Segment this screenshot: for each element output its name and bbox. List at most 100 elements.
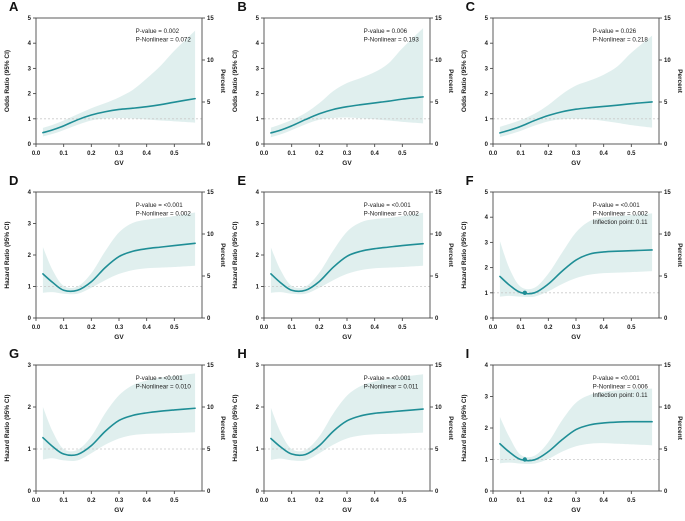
x-tick-label: 0.3 bbox=[115, 325, 124, 331]
y-axis-title: Odds Ratio (95% CI) bbox=[461, 50, 468, 112]
y-tick-label: 5 bbox=[484, 16, 488, 22]
x-tick-label: 0.0 bbox=[488, 498, 497, 504]
y-tick-label: 1 bbox=[484, 290, 488, 296]
x-tick-label: 0.5 bbox=[627, 325, 636, 331]
x-tick-label: 0.2 bbox=[87, 325, 96, 331]
annotation-line: P-value = <0.001 bbox=[136, 375, 184, 382]
ci-band bbox=[499, 213, 652, 297]
annotation-line: P-Nonlinear = 0.010 bbox=[136, 384, 192, 391]
y-axis-title: Hazard Ratio (95% CI) bbox=[461, 395, 468, 462]
x-tick-label: 0.0 bbox=[260, 498, 269, 504]
x-tick-label: 0.2 bbox=[544, 325, 553, 331]
y2-tick-label: 15 bbox=[435, 363, 442, 369]
x-axis-title: GV bbox=[343, 334, 353, 341]
y-tick-label: 0 bbox=[484, 316, 488, 322]
x-tick-label: 0.4 bbox=[371, 325, 380, 331]
x-tick-label: 0.4 bbox=[371, 498, 380, 504]
x-tick-label: 0.2 bbox=[315, 151, 324, 157]
y2-tick-label: 10 bbox=[207, 58, 214, 64]
panel-C: C 0 1 2 3 4 5 0 5 10 15 0.0 0.1 0.2 0.3 0.4 0.5 Odds Rati… bbox=[457, 0, 685, 174]
x-tick-label: 0.1 bbox=[288, 151, 297, 157]
trend-line bbox=[270, 242, 425, 292]
y2-tick-label: 0 bbox=[435, 489, 439, 495]
y-tick-label: 4 bbox=[28, 190, 32, 196]
y2-tick-label: 0 bbox=[207, 489, 211, 495]
panel-E: E 0 1 2 3 4 0 5 10 15 0.0 0.1 0.2 0.3 0.4 0.5 Hazard Rat… bbox=[228, 174, 456, 348]
trend-line bbox=[270, 408, 425, 457]
annotation-line: P-value = 0.006 bbox=[364, 28, 408, 35]
y2-tick-label: 10 bbox=[664, 58, 671, 64]
x-axis-title: GV bbox=[114, 507, 124, 514]
y-tick-label: 3 bbox=[256, 66, 260, 72]
panel-letter-C: C bbox=[465, 0, 476, 14]
y-tick-label: 3 bbox=[28, 363, 32, 369]
y-tick-label: 3 bbox=[28, 221, 32, 227]
y-axis-title: Hazard Ratio (95% CI) bbox=[232, 221, 239, 288]
panel-letter-B: B bbox=[237, 0, 247, 14]
trend-line bbox=[498, 101, 653, 134]
y-tick-label: 4 bbox=[256, 41, 260, 47]
y2-axis-title: Percent bbox=[447, 416, 454, 441]
y2-axis-title: Percent bbox=[676, 69, 683, 94]
y2-tick-label: 10 bbox=[664, 232, 671, 238]
y-tick-label: 1 bbox=[484, 458, 488, 464]
panel-H: H 0 1 2 3 0 5 10 15 0.0 0.1 0.2 0.3 0.4 0.5 Hazard Rati… bbox=[228, 347, 456, 521]
y-tick-label: 2 bbox=[256, 92, 260, 98]
ci-band bbox=[271, 28, 424, 138]
inflection-point-marker bbox=[522, 290, 527, 295]
y-tick-label: 1 bbox=[256, 284, 260, 290]
y2-tick-label: 15 bbox=[207, 190, 214, 196]
panel-letter-G: G bbox=[9, 346, 20, 362]
y-tick-label: 2 bbox=[484, 92, 488, 98]
x-axis-title: GV bbox=[571, 507, 581, 514]
y2-tick-label: 5 bbox=[207, 447, 211, 453]
y2-tick-label: 15 bbox=[664, 190, 671, 196]
x-tick-label: 0.5 bbox=[398, 498, 407, 504]
panel-letter-H: H bbox=[237, 346, 247, 362]
x-tick-label: 0.0 bbox=[32, 325, 41, 331]
y-tick-label: 4 bbox=[484, 363, 488, 369]
x-tick-label: 0.5 bbox=[398, 325, 407, 331]
ci-band bbox=[42, 30, 196, 137]
plot-svg-H: 0 1 2 3 0 5 10 15 0.0 0.1 0.2 0.3 0.4 0.5 Hazard Ratio… bbox=[232, 363, 454, 514]
y2-tick-label: 0 bbox=[664, 142, 668, 148]
plot-svg-B: 0 1 2 3 4 5 0 5 10 15 0.0 0.1 0.2 0.3 0.4 0.5 Odds Ratio… bbox=[232, 16, 454, 167]
y2-tick-label: 10 bbox=[664, 405, 671, 411]
y2-axis-title: Percent bbox=[219, 69, 226, 94]
x-tick-label: 0.5 bbox=[170, 325, 179, 331]
y2-tick-label: 15 bbox=[664, 363, 671, 369]
y-tick-label: 5 bbox=[256, 16, 260, 22]
panel-letter-D: D bbox=[9, 172, 19, 188]
annotation-line: Inflection point: 0.11 bbox=[592, 392, 647, 399]
plot-svg-F: 0 1 2 3 4 5 0 5 10 15 0.0 0.1 0.2 0.3 0.4 0.5 Hazard Rat… bbox=[461, 190, 683, 341]
x-tick-label: 0.3 bbox=[571, 325, 580, 331]
y2-tick-label: 15 bbox=[207, 16, 214, 22]
x-tick-label: 0.1 bbox=[288, 498, 297, 504]
y2-axis-title: Percent bbox=[676, 243, 683, 268]
y-tick-label: 3 bbox=[256, 363, 260, 369]
x-tick-label: 0.0 bbox=[488, 325, 497, 331]
y2-tick-label: 10 bbox=[435, 58, 442, 64]
y-tick-label: 0 bbox=[484, 142, 488, 148]
y2-tick-label: 10 bbox=[207, 232, 214, 238]
annotation-line: P-Nonlinear = 0.002 bbox=[592, 210, 648, 217]
annotation-line: P-value = 0.026 bbox=[592, 28, 636, 35]
y-tick-label: 3 bbox=[484, 240, 488, 246]
y2-tick-label: 15 bbox=[664, 16, 671, 22]
annotation-line: P-Nonlinear = 0.002 bbox=[136, 210, 192, 217]
y-tick-label: 4 bbox=[256, 190, 260, 196]
y-tick-label: 3 bbox=[28, 66, 32, 72]
x-tick-label: 0.4 bbox=[142, 325, 151, 331]
y2-axis-title: Percent bbox=[219, 416, 226, 441]
x-axis-title: GV bbox=[114, 334, 124, 341]
x-tick-label: 0.5 bbox=[627, 498, 636, 504]
y-tick-label: 2 bbox=[256, 405, 260, 411]
panel-letter-E: E bbox=[237, 172, 246, 188]
ci-band bbox=[271, 374, 424, 462]
x-tick-label: 0.1 bbox=[59, 325, 68, 331]
y2-tick-label: 0 bbox=[435, 142, 439, 148]
annotation-line: P-value = <0.001 bbox=[592, 375, 640, 382]
panel-letter-A: A bbox=[9, 0, 19, 14]
y-axis-title: Hazard Ratio (95% CI) bbox=[232, 395, 239, 462]
y2-axis-title: Percent bbox=[676, 416, 683, 441]
